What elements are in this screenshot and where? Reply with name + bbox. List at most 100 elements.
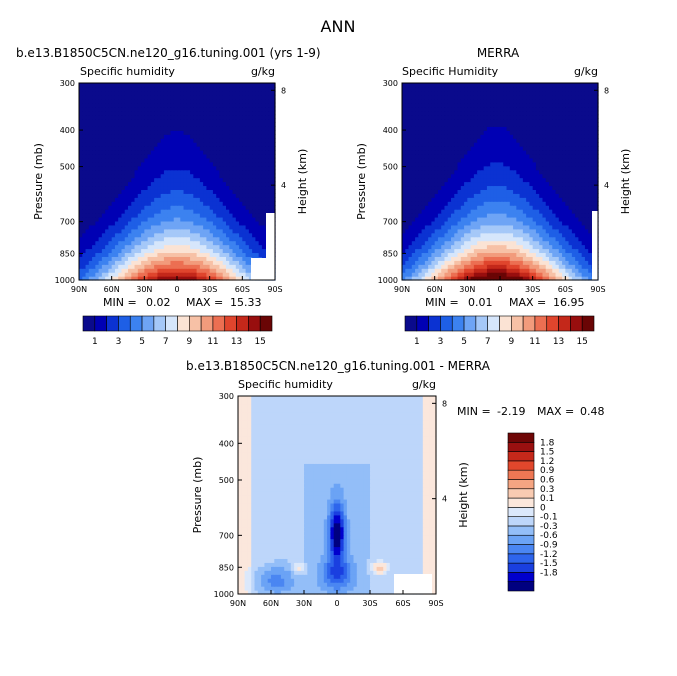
panel-model-cell <box>222 118 227 123</box>
panel-model-cell <box>222 165 227 171</box>
panel-merra-cell <box>421 153 426 159</box>
panel-merra-cell <box>447 161 452 167</box>
panel-merra-cell <box>584 197 589 202</box>
panel-model-cell <box>193 177 198 183</box>
panel-model-cell <box>105 149 109 155</box>
panel-model-cell <box>229 228 234 234</box>
panel-model-cell <box>108 177 113 183</box>
panel-model-cell <box>105 106 109 112</box>
panel-merra-cell <box>424 256 429 261</box>
panel-model-cell <box>239 134 243 139</box>
panel-merra-cell <box>402 157 406 163</box>
panel-model-cell <box>111 256 116 261</box>
panel-model-cell <box>268 173 273 179</box>
panel-merra-cell <box>509 153 514 159</box>
panel-model-cell <box>92 201 96 206</box>
panel-model-cell <box>222 138 227 143</box>
panel-model-cell <box>219 181 224 187</box>
panel-model-cell <box>239 161 243 167</box>
panel-merra-cell <box>444 248 449 254</box>
panel-model-cell <box>216 83 221 88</box>
panel-merra-cell <box>483 205 488 210</box>
panel-merra-cell <box>539 268 544 273</box>
panel-merra-cell <box>565 213 570 218</box>
panel-merra-cell <box>584 228 589 234</box>
panel-model-cell <box>124 169 129 175</box>
panel-merra-cell <box>513 228 517 234</box>
panel-model-cell <box>193 189 198 194</box>
panel-model-cell <box>180 98 185 104</box>
panel-model-cell <box>232 201 237 206</box>
panel-merra-cell <box>571 256 576 261</box>
panel-merra-cell <box>509 276 514 281</box>
panel-model-cell <box>163 161 168 167</box>
panel-model-cell <box>271 138 276 143</box>
panel-merra-cell <box>565 224 570 230</box>
panel-model-cell <box>118 126 123 131</box>
panel-model-cell <box>206 264 211 269</box>
panel-model-cell <box>111 138 116 143</box>
panel-model-cell <box>82 130 87 135</box>
panel-model-cell <box>114 216 119 222</box>
panel-model-cell <box>79 173 83 179</box>
panel-merra-cell <box>428 228 432 234</box>
panel-merra-cell <box>542 181 547 187</box>
panel-model-cell <box>212 268 217 273</box>
panel-merra-cell <box>555 209 560 214</box>
panel-model-cell <box>92 114 96 120</box>
panel-model-cell <box>212 276 217 281</box>
panel-model-cell <box>271 205 276 210</box>
panel-merra-cell <box>500 240 504 246</box>
panel-model-cell <box>199 213 204 218</box>
panel-model-cell <box>252 193 256 198</box>
panel-model-cell <box>212 272 217 277</box>
panel-merra-cell <box>454 177 459 183</box>
panel-model-cell <box>196 94 201 100</box>
panel-model-cell <box>196 181 201 187</box>
panel-model-cell <box>239 185 243 190</box>
panel-model-cell <box>154 161 158 167</box>
panel-merra-cell <box>428 161 432 167</box>
panel-model-cell <box>157 268 162 273</box>
panel-model-cell <box>105 189 109 194</box>
panel-merra-cell <box>473 228 478 234</box>
panel-merra-cell <box>490 232 495 238</box>
panel-model-cell <box>92 189 96 194</box>
panel-model-cell <box>150 142 155 147</box>
panel-merra-cell <box>405 201 410 206</box>
panel-merra-cell <box>451 205 455 210</box>
panel-merra-cell <box>405 244 410 250</box>
panel-model-cell <box>160 157 165 163</box>
panel-model-cell <box>265 201 270 206</box>
panel-model-cell <box>258 134 263 139</box>
panel-merra-cell <box>428 185 432 190</box>
panel-merra-cell <box>500 181 504 187</box>
panel-merra-cell <box>405 276 410 281</box>
panel-merra-cell <box>424 157 429 163</box>
panel-model-cell <box>248 83 253 88</box>
panel-model-cell <box>258 228 263 234</box>
panel-model-cell <box>232 276 237 281</box>
panel-model-cell <box>242 94 247 100</box>
panel-model-cell <box>196 248 201 254</box>
panel-model-cell <box>108 90 113 96</box>
panel-model-cell <box>157 90 162 96</box>
panel-model-cell <box>261 146 266 151</box>
panel-model-cell <box>95 126 100 131</box>
panel-merra-cell <box>535 224 540 230</box>
panel-merra-cell <box>496 240 501 246</box>
panel-model-cell <box>242 201 247 206</box>
panel-model-cell <box>242 252 247 257</box>
panel-model-cell <box>186 228 191 234</box>
panel-merra-cell <box>451 216 455 222</box>
panel-merra-cell <box>428 209 432 214</box>
panel-merra-cell <box>418 268 423 273</box>
panel-model-cell <box>206 161 211 167</box>
panel-merra-cell <box>588 153 593 159</box>
panel-model-cell <box>239 244 243 250</box>
panel-model-cell <box>121 272 126 277</box>
panel-model-cell <box>235 126 240 131</box>
panel-model-cell <box>216 153 221 159</box>
panel-model-cell <box>157 228 162 234</box>
panel-merra-cell <box>522 185 527 190</box>
